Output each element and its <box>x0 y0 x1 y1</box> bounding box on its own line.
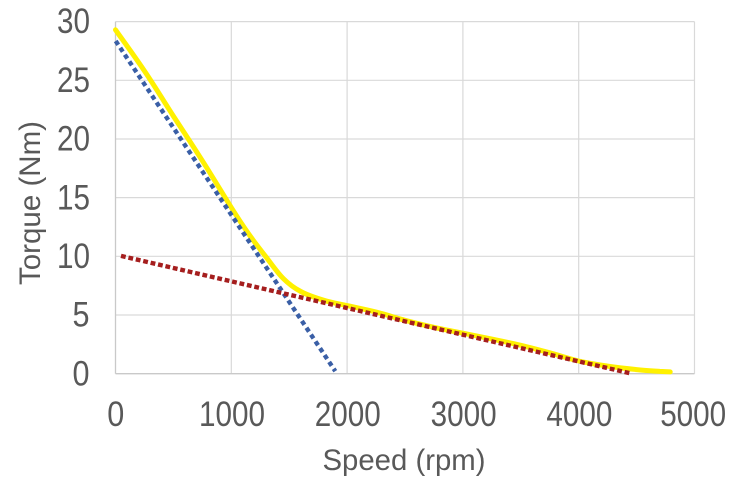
svg-text:5000: 5000 <box>660 395 726 434</box>
svg-text:15: 15 <box>57 178 90 217</box>
svg-text:20: 20 <box>57 120 90 159</box>
svg-text:Torque (Nm): Torque (Nm) <box>14 121 47 285</box>
svg-text:10: 10 <box>57 237 90 276</box>
svg-text:0: 0 <box>107 395 124 434</box>
svg-text:Speed (rpm): Speed (rpm) <box>323 444 486 477</box>
svg-text:2000: 2000 <box>315 395 381 434</box>
svg-text:1000: 1000 <box>199 395 265 434</box>
svg-text:3000: 3000 <box>431 395 497 434</box>
svg-text:30: 30 <box>57 2 90 41</box>
svg-text:0: 0 <box>73 354 90 393</box>
svg-text:25: 25 <box>57 61 90 100</box>
svg-text:5: 5 <box>73 296 90 335</box>
svg-text:4000: 4000 <box>546 395 612 434</box>
